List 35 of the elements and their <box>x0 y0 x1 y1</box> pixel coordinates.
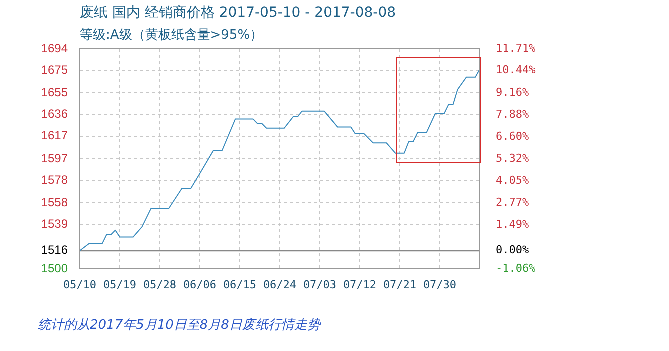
y-tick-label: 1500 <box>41 261 68 276</box>
y-tick-label: 1578 <box>41 172 68 187</box>
y-tick-label: 1558 <box>41 196 68 210</box>
y-tick-label: 1636 <box>41 107 68 122</box>
y2-tick-label: 4.05% <box>496 174 530 187</box>
chart-title: 废纸 国内 经销商价格 2017-05-10 - 2017-08-08 <box>80 4 396 22</box>
x-tick-label: 05/28 <box>143 278 177 292</box>
y2-tick-label: 2.77% <box>496 196 530 209</box>
y2-tick-label: 9.16% <box>496 86 530 99</box>
x-tick-label: 06/24 <box>263 278 297 292</box>
x-tick-label: 06/06 <box>183 278 217 292</box>
x-tick-label: 05/10 <box>63 278 97 292</box>
y-tick-label: 1539 <box>41 217 68 232</box>
y2-tick-label: -1.06% <box>496 262 536 275</box>
x-tick-label: 07/21 <box>383 278 417 292</box>
y2-tick-label: 6.60% <box>496 130 530 143</box>
x-tick-label: 06/15 <box>223 278 257 292</box>
y-tick-label: 1655 <box>41 86 68 100</box>
text: 统计的从2017年5月10日至8月8日废纸行情走势 <box>38 317 320 334</box>
x-tick-label: 05/19 <box>103 278 137 292</box>
chart-subtitle: 等级:A级（黄板纸含量>95%） <box>80 27 264 44</box>
y2-tick-label: 0.00% <box>496 244 530 257</box>
x-tick-label: 07/12 <box>343 278 377 292</box>
y2-tick-label: 5.32% <box>496 152 530 165</box>
y-tick-label: 1694 <box>41 41 68 56</box>
y-tick-label: 1597 <box>41 151 68 166</box>
x-tick-label: 07/03 <box>303 278 337 292</box>
y-tick-label: 1675 <box>41 62 68 77</box>
y-tick-label: 1516 <box>41 243 68 258</box>
y2-tick-label: 1.49% <box>496 218 530 231</box>
y2-tick-label: 11.71% <box>496 42 536 55</box>
y2-tick-label: 10.44% <box>496 64 536 77</box>
y2-tick-label: 7.88% <box>496 108 530 121</box>
y-tick-label: 1617 <box>41 128 68 143</box>
x-tick-label: 07/30 <box>423 278 457 292</box>
